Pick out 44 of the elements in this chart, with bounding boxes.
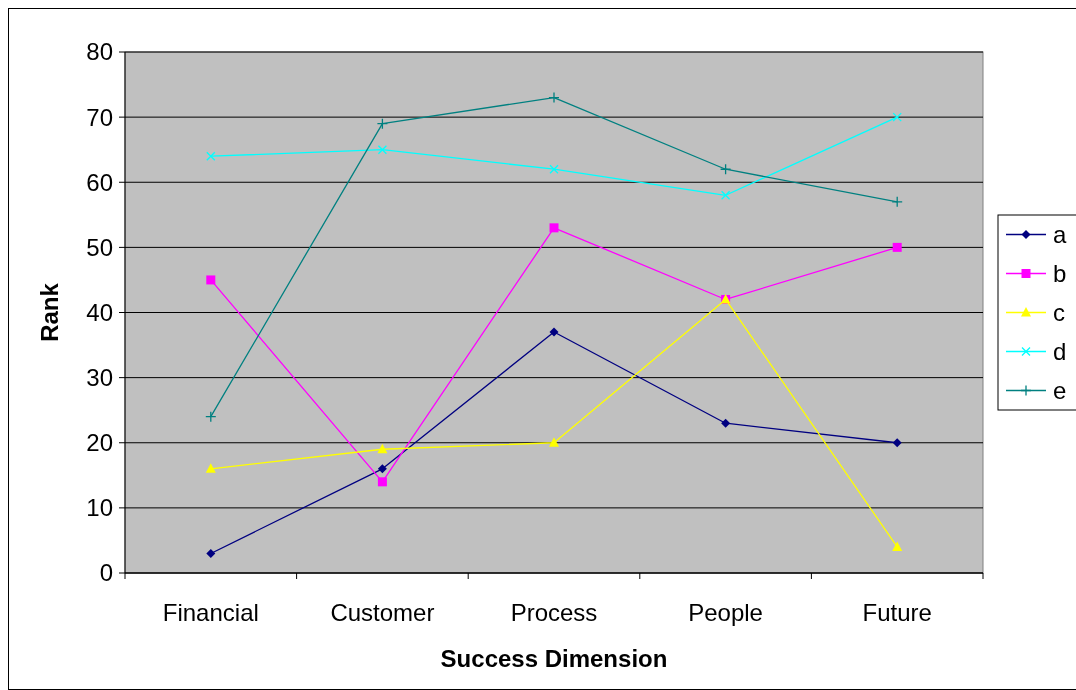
- point: [892, 438, 902, 448]
- legend-label: c: [1053, 298, 1065, 326]
- point: [549, 164, 559, 174]
- y-tick-label: 80: [86, 38, 113, 66]
- point: [206, 548, 216, 558]
- point: [377, 443, 388, 454]
- y-tick-label: 70: [86, 103, 113, 131]
- point: [206, 151, 216, 161]
- x-tick-label: Future: [862, 599, 932, 626]
- x-tick-label: Financial: [162, 599, 259, 626]
- point: [892, 541, 903, 551]
- y-tick-label: 40: [86, 298, 113, 326]
- y-tick-label: 0: [99, 559, 113, 587]
- point: [377, 477, 387, 487]
- y-tick-label: 30: [86, 364, 113, 392]
- legend-label: b: [1053, 259, 1067, 287]
- point: [548, 91, 560, 104]
- point: [892, 112, 902, 122]
- point: [549, 437, 559, 447]
- point: [891, 196, 903, 208]
- legend-label: a: [1053, 220, 1067, 248]
- legend-label: e: [1053, 376, 1067, 404]
- x-tick-label: Process: [510, 599, 598, 626]
- y-tick-label: 10: [86, 494, 113, 522]
- point: [377, 464, 387, 474]
- point: [376, 117, 389, 130]
- point: [205, 463, 216, 473]
- point: [892, 242, 902, 252]
- x-axis-title: Success Dimension: [440, 645, 668, 672]
- point: [377, 145, 388, 155]
- x-tick-label: People: [688, 599, 763, 626]
- y-tick-label: 20: [86, 429, 113, 457]
- point: [549, 223, 559, 233]
- point: [205, 411, 217, 423]
- y-tick-label: 50: [86, 233, 113, 261]
- legend-label: d: [1053, 337, 1067, 365]
- point: [720, 190, 731, 200]
- point: [721, 418, 731, 428]
- point: [206, 275, 216, 285]
- y-axis-title: Rank: [36, 282, 63, 342]
- x-tick-label: Customer: [330, 599, 435, 626]
- point: [719, 163, 732, 175]
- point: [549, 327, 559, 337]
- y-tick-label: 60: [86, 168, 113, 196]
